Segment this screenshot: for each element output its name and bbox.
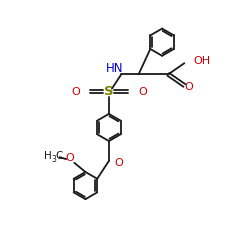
Text: OH: OH [194,56,211,66]
Text: O: O [66,153,74,163]
Text: O: O [71,87,80,97]
Text: O: O [114,158,123,168]
Text: O: O [138,87,147,97]
Text: H: H [44,151,51,161]
Text: 3: 3 [51,155,56,164]
Text: C: C [56,151,63,161]
Text: HN: HN [106,62,123,76]
Text: O: O [184,82,193,92]
Text: S: S [104,85,114,98]
